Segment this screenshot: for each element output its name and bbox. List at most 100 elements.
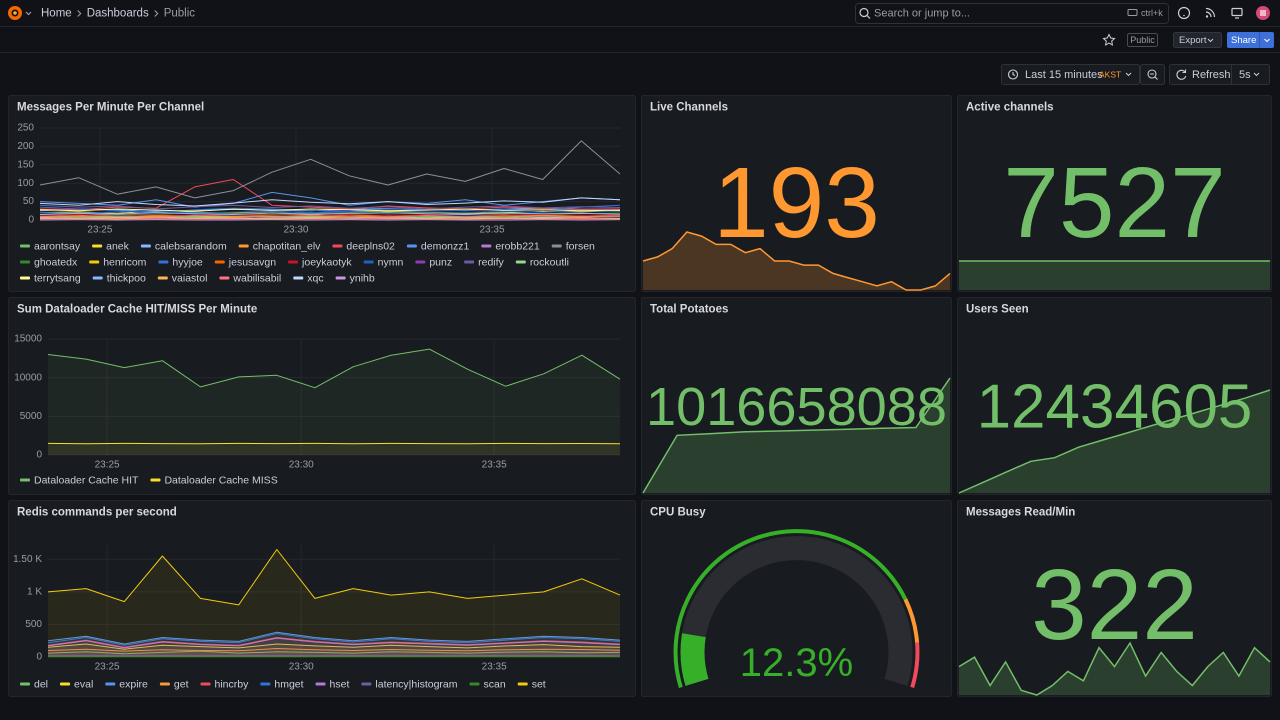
legend-label[interactable]: hset	[330, 678, 350, 690]
legend-swatch[interactable]	[60, 682, 71, 686]
legend-label[interactable]: anek	[106, 240, 130, 252]
breadcrumb[interactable]: Dashboards	[87, 8, 149, 20]
panel-title[interactable]: Messages Per Minute Per Channel	[17, 102, 204, 114]
legend-swatch[interactable]	[293, 276, 304, 280]
legend-swatch[interactable]	[464, 260, 475, 264]
legend-label[interactable]: calebsarandom	[155, 240, 227, 252]
grafana-logo[interactable]	[8, 6, 32, 20]
export-button[interactable]	[1173, 32, 1222, 48]
help-icon[interactable]	[1177, 6, 1191, 20]
y-tick-label: 150	[17, 159, 34, 170]
legend-label[interactable]: set	[532, 678, 546, 690]
legend-label[interactable]: demonzz1	[421, 240, 470, 252]
legend-label[interactable]: get	[174, 678, 189, 690]
panel-title[interactable]: Total Potatoes	[650, 304, 728, 316]
legend-swatch[interactable]	[89, 260, 100, 264]
legend-label[interactable]: forsen	[566, 240, 595, 252]
legend-swatch[interactable]	[105, 682, 116, 686]
legend-label[interactable]: ynihb	[350, 272, 375, 284]
legend-swatch[interactable]	[20, 244, 30, 248]
panel-title[interactable]: Users Seen	[966, 304, 1029, 316]
legend-label[interactable]: Dataloader Cache HIT	[34, 474, 139, 486]
legend-swatch[interactable]	[481, 244, 492, 248]
legend-label[interactable]: hincrby	[215, 678, 250, 690]
panel-title[interactable]: Active channels	[966, 102, 1054, 114]
user-avatar[interactable]	[1256, 6, 1270, 20]
panel-title[interactable]: Redis commands per second	[17, 507, 177, 519]
legend-swatch[interactable]	[157, 276, 168, 280]
legend-label[interactable]: chapotitan_elv	[253, 240, 321, 252]
legend-label[interactable]: Dataloader Cache MISS	[164, 474, 277, 486]
legend-swatch[interactable]	[238, 244, 249, 248]
legend-label[interactable]: wabilisabil	[232, 272, 281, 284]
legend-swatch[interactable]	[20, 260, 30, 264]
legend-swatch[interactable]	[92, 244, 103, 248]
legend-label[interactable]: scan	[484, 678, 506, 690]
legend-label[interactable]: hyyjoe	[172, 256, 203, 268]
legend-swatch[interactable]	[219, 276, 230, 280]
legend-label[interactable]: redify	[478, 256, 504, 268]
legend-label[interactable]: deeplns02	[346, 240, 395, 252]
legend-label[interactable]: joeykaotyk	[301, 256, 352, 268]
legend-swatch[interactable]	[20, 478, 30, 482]
legend-swatch[interactable]	[260, 682, 271, 686]
x-tick-label: 23:35	[482, 662, 507, 673]
gauge-threshold	[673, 529, 908, 688]
legend-swatch[interactable]	[469, 682, 480, 686]
star-button[interactable]	[1102, 33, 1116, 46]
series-area	[48, 633, 620, 657]
legend-label[interactable]: eval	[74, 678, 93, 690]
search-placeholder: Search or jump to...	[874, 7, 970, 19]
legend-label[interactable]: thickpoo	[107, 272, 146, 284]
legend-swatch[interactable]	[288, 260, 299, 264]
share-button[interactable]	[1227, 32, 1274, 48]
legend-label[interactable]: rockoutli	[530, 256, 569, 268]
legend-label[interactable]: jesusavgn	[228, 256, 276, 268]
panel-title[interactable]: Live Channels	[650, 102, 728, 114]
legend-swatch[interactable]	[159, 682, 170, 686]
legend-label[interactable]: hmget	[274, 678, 303, 690]
breadcrumb-separator	[77, 10, 82, 17]
legend-swatch[interactable]	[551, 244, 562, 248]
legend-label[interactable]: terrytsang	[34, 272, 81, 284]
y-tick-label: 200	[17, 141, 34, 152]
legend-swatch[interactable]	[415, 260, 426, 264]
legend-label[interactable]: expire	[119, 678, 148, 690]
legend-label[interactable]: nymn	[378, 256, 404, 268]
panel-title[interactable]: CPU Busy	[650, 507, 706, 519]
legend-label[interactable]: ghoatedx	[34, 256, 78, 268]
legend-swatch[interactable]	[332, 244, 343, 248]
legend-label[interactable]: henricom	[103, 256, 146, 268]
legend-swatch[interactable]	[335, 276, 346, 280]
search-box[interactable]	[855, 3, 1169, 24]
legend-label[interactable]: aarontsay	[34, 240, 81, 252]
legend-label[interactable]: latency|histogram	[375, 678, 457, 690]
kiosk-icon[interactable]	[1231, 7, 1243, 19]
legend-label[interactable]: vaiastol	[172, 272, 208, 284]
legend-label[interactable]: erobb221	[495, 240, 540, 252]
news-icon[interactable]	[1205, 7, 1216, 18]
legend-swatch[interactable]	[92, 276, 103, 280]
legend-swatch[interactable]	[406, 244, 417, 248]
legend-label[interactable]: punz	[429, 256, 452, 268]
legend-swatch[interactable]	[150, 478, 161, 482]
legend-swatch[interactable]	[315, 682, 326, 686]
time-picker[interactable]	[1001, 64, 1140, 85]
breadcrumb[interactable]: Home	[41, 8, 72, 20]
legend-label[interactable]: del	[34, 678, 48, 690]
legend-swatch[interactable]	[20, 682, 30, 686]
legend-swatch[interactable]	[214, 260, 225, 264]
panel-title[interactable]: Messages Read/Min	[966, 507, 1075, 519]
legend-swatch[interactable]	[158, 260, 169, 264]
legend-swatch[interactable]	[363, 260, 374, 264]
legend-swatch[interactable]	[517, 682, 528, 686]
legend-swatch[interactable]	[200, 682, 211, 686]
legend-label[interactable]: xqc	[307, 272, 323, 284]
legend-swatch[interactable]	[140, 244, 151, 248]
legend-swatch[interactable]	[361, 682, 372, 686]
panel-title[interactable]: Sum Dataloader Cache HIT/MISS Per Minute	[17, 304, 257, 316]
refresh-button[interactable]	[1169, 64, 1270, 85]
zoom-out-button[interactable]	[1140, 64, 1165, 85]
legend-swatch[interactable]	[515, 260, 526, 264]
legend-swatch[interactable]	[20, 276, 30, 280]
